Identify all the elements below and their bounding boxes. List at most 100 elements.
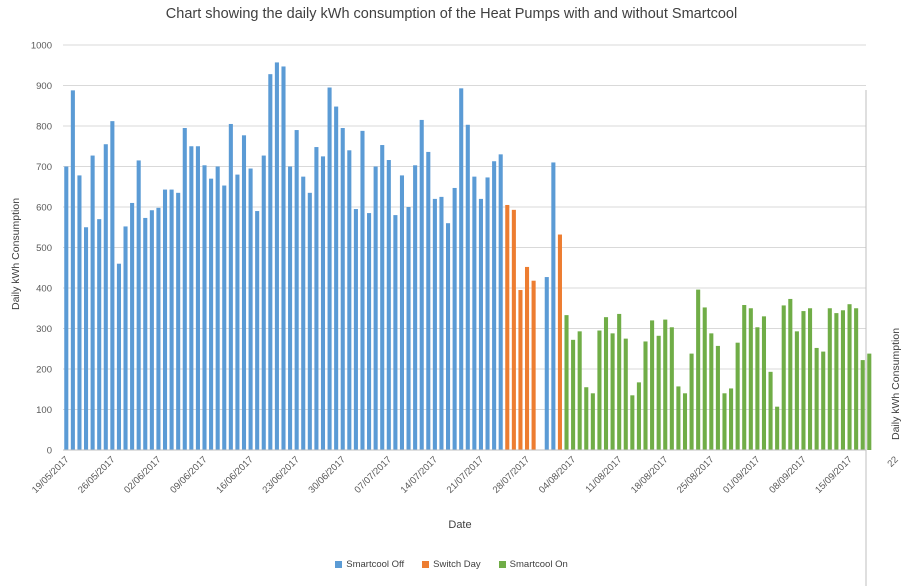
bar [373,166,378,450]
bar [399,175,405,450]
bar [840,310,845,450]
bar [801,311,806,450]
bar [327,87,332,451]
bar [781,305,786,450]
bar [162,189,168,450]
bar [617,313,622,450]
bars [64,62,872,451]
x-tick-label: 21/07/2017 [445,454,486,495]
bar [590,393,595,450]
bar [340,128,345,450]
bar [854,308,859,450]
bar [702,307,707,450]
chart-title: Chart showing the daily kWh consumption … [165,6,738,22]
bar [320,156,326,451]
bar [103,144,108,451]
legend-label: Switch Day [433,559,481,570]
bar [722,393,727,450]
x-tick-label: 01/09/2017 [721,454,762,495]
bar [827,308,832,450]
x-tick-label: 15/09/2017 [813,454,854,495]
bar [90,155,95,450]
x-tick-label: 09/06/2017 [168,454,209,495]
y-tick-label: 900 [36,81,52,92]
x-tick-label: 18/08/2017 [629,454,670,495]
bar [636,382,641,450]
y-tick-label: 400 [36,284,52,295]
bar [77,175,82,450]
x-tick-label: 25/08/2017 [675,454,716,495]
bar [794,331,799,450]
bar [551,162,556,450]
bar [656,335,661,450]
x-tick-label: 26/05/2017 [76,454,117,495]
legend-item: Smartcool Off [335,559,404,570]
bar [715,345,720,450]
bar [742,305,747,450]
bar [571,339,576,450]
bar [294,130,299,451]
bar [821,351,826,450]
bar [360,130,365,451]
bar [729,388,734,450]
bar [564,315,569,450]
bar [274,62,279,451]
legend-swatch [498,561,506,568]
bar [380,145,385,451]
bar [748,308,753,450]
bar [406,207,411,450]
bar [623,338,628,451]
bar [149,210,154,450]
bar [505,204,510,450]
bar [709,333,714,450]
bar [597,330,602,450]
bar [235,174,240,450]
bar [116,263,121,450]
axes [63,90,867,586]
bar [130,202,135,450]
bar [689,353,694,450]
bar [867,353,872,450]
bar [215,166,220,450]
bar [136,160,141,450]
bar [518,290,523,450]
bar [228,123,233,450]
x-axis-label: Date [448,519,472,531]
bar [367,213,372,450]
bar [577,331,582,450]
bar [314,147,319,450]
bar [498,154,503,450]
y-tick-label: 1000 [31,41,52,52]
bar [255,211,260,450]
bar [643,341,648,450]
y-tick-labels: 0 100 200 300 400 500 600 700 800 900 1000 [31,41,52,457]
bar [755,327,760,450]
bar [413,165,418,451]
bar [307,192,312,450]
bar [788,298,793,450]
y-tick-label: 200 [36,365,52,376]
x-tick-label: 11/08/2017 [583,454,624,495]
legend-label: Smartcool Off [346,559,405,570]
bar [452,187,457,450]
bar [248,168,253,450]
bar [544,277,549,450]
bar [768,371,773,450]
bar [334,106,339,450]
x-tick-labels: 19/05/2017 26/05/2017 02/06/2017 09/06/2017… [30,454,901,495]
bar [531,280,536,450]
bar [386,160,391,450]
bar [682,393,688,450]
x-tick-label: 23/06/2017 [260,454,301,495]
legend-swatch [335,561,343,568]
bar [814,347,819,450]
y-axis-label: Daily kWh Consumption [10,197,22,310]
bar [222,185,227,450]
bar [610,333,615,450]
bar [446,223,451,450]
bar [195,146,200,450]
bar [70,90,75,451]
bar [492,161,497,451]
y-tick-label: 700 [36,162,52,173]
